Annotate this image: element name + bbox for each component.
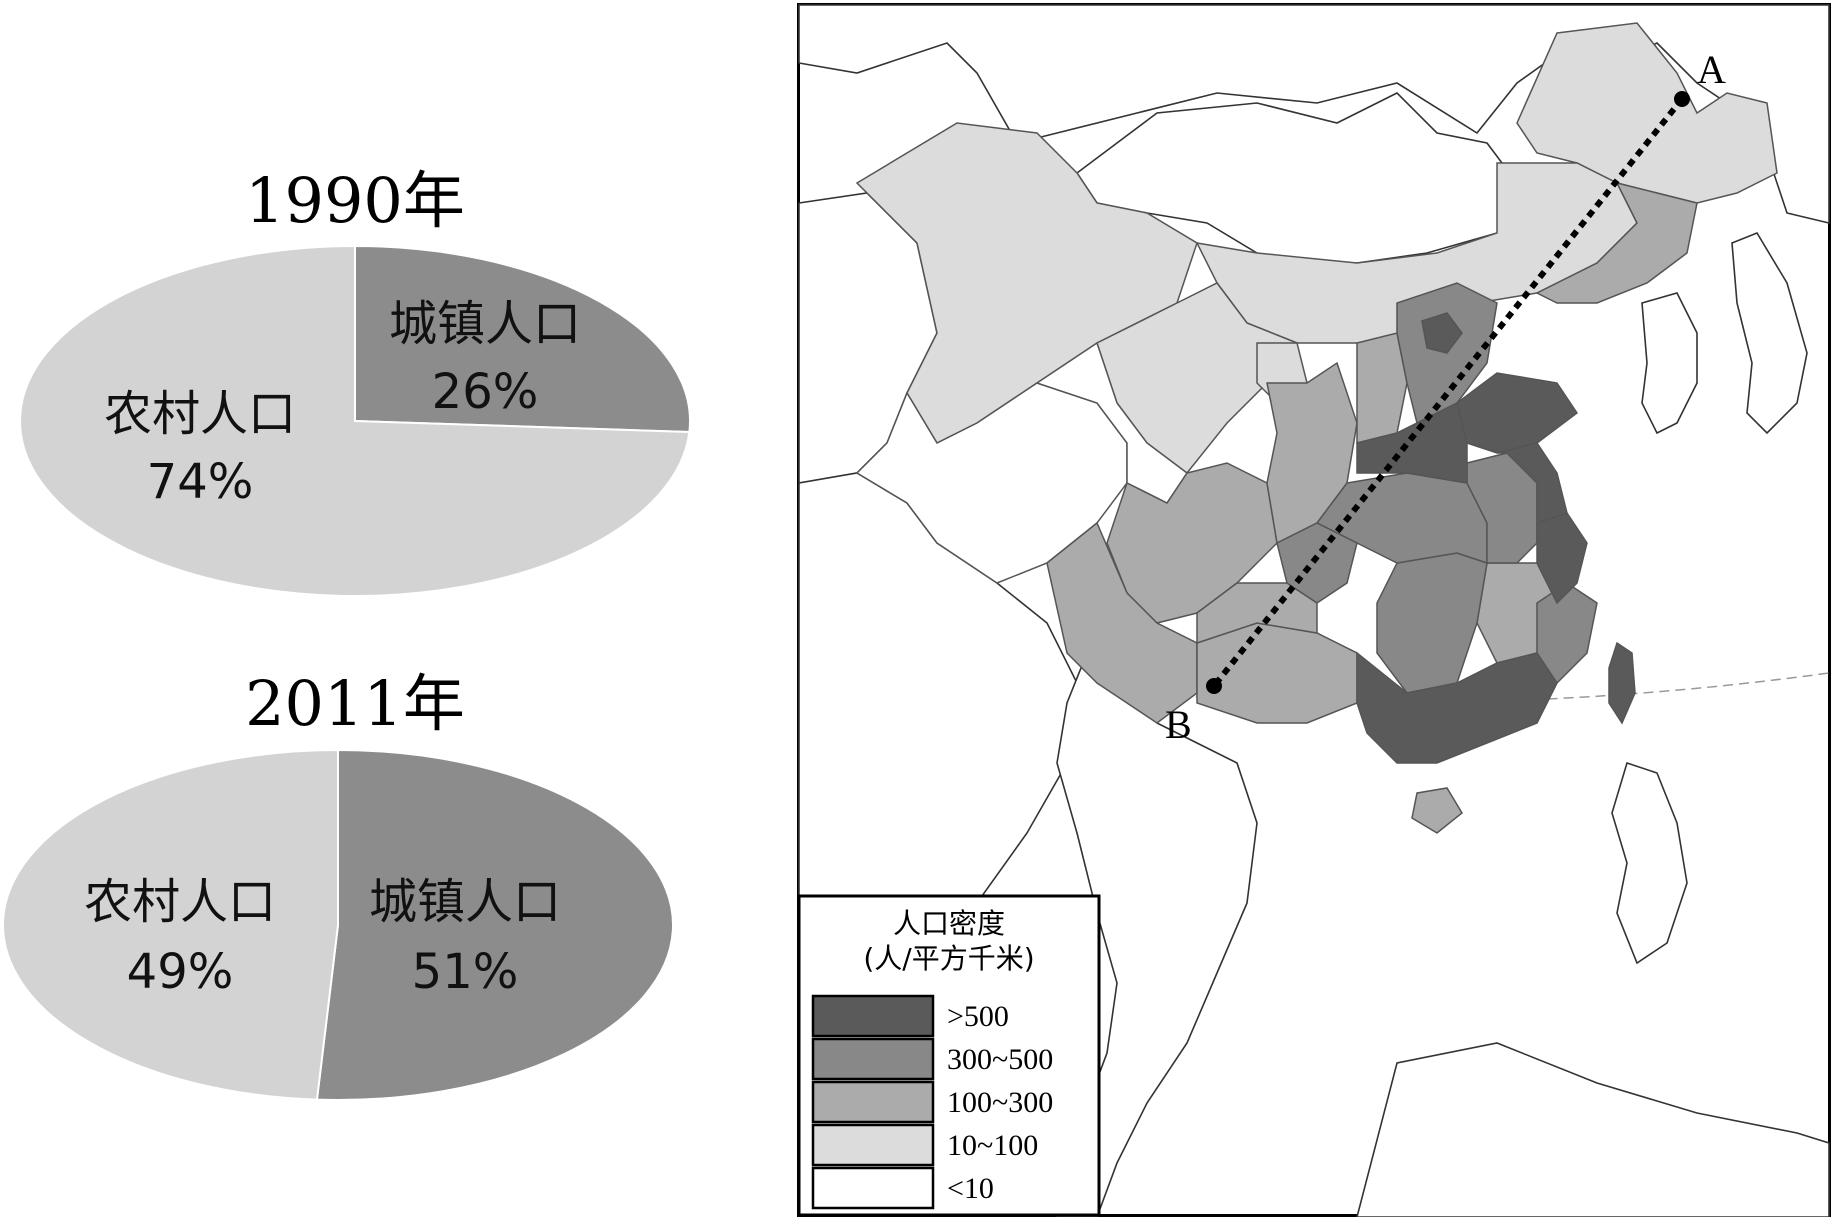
legend-label-3: 10~100 [947,1129,1038,1162]
province-taiwan [1608,641,1636,725]
pie-charts-panel: 1990年 城镇人口 26% 农村人口 74% 2011年 城镇人口 51% 农… [2,164,691,1101]
map-legend: 人口密度 (人/平方千米) >500 300~500 100~300 10~100 <1… [797,894,1101,1217]
province-guangdong [1356,651,1558,764]
legend-label-0: >500 [947,1000,1009,1033]
province-jilin-liaoning [1535,181,1698,304]
pie-value-urban-1990: 26% [432,364,539,420]
legend-label-2: 100~300 [947,1086,1053,1119]
population-density-map: A B 人口密度 (人/平方千米) >500 300~500 100~300 10~1… [797,3,1831,1217]
pie-title-1990: 1990年 [245,164,465,237]
province-beijing-tianjin [1421,312,1463,354]
legend-title: 人口密度 [893,907,1005,940]
pie-chart-1990: 1990年 城镇人口 26% 农村人口 74% [19,164,691,597]
pie-label-urban-1990: 城镇人口 [389,296,581,352]
neighbour-countries [798,4,1830,1217]
heihe-tengchong-line [1211,97,1685,688]
pie-label-rural-1990: 农村人口 [104,386,296,442]
point-b-marker [1206,678,1222,694]
province-guizhou [1196,582,1318,645]
point-a-marker [1674,91,1690,107]
legend-label-4: <10 [947,1172,994,1205]
province-shandong [1456,372,1579,454]
pie-slice-urban-2011 [315,748,675,1101]
legend-swatch-2 [811,1080,935,1124]
region-korea [1641,292,1698,435]
pie-title-2011: 2011年 [245,667,465,740]
province-chongqing [1276,522,1358,604]
province-zhejiang-shanghai [1536,512,1588,605]
pie-value-urban-2011: 51% [412,944,519,1000]
region-japan [1731,232,1808,435]
pie-slice-urban-1990 [354,244,691,434]
pie-label-rural-2011: 农村人口 [84,874,276,930]
pie-slice-rural-2011 [2,748,339,1101]
legend-swatch-0 [811,994,935,1038]
pie-value-rural-1990: 74% [147,454,254,510]
province-henan [1356,401,1468,484]
region-southeast-asia [1056,651,1258,1217]
pie-slice-rural-1990 [19,244,691,597]
province-heilongjiang [1516,22,1778,204]
legend-swatch-1 [811,1037,935,1081]
pie-label-urban-2011: 城镇人口 [369,874,561,930]
region-philippines [1611,761,1688,965]
pie-chart-2011: 2011年 城镇人口 51% 农村人口 49% [2,667,675,1101]
point-b-label: B [1165,702,1192,747]
legend-swatch-3 [811,1123,935,1167]
province-hainan [1411,787,1463,834]
china-provinces [855,22,1778,834]
legend-label-1: 300~500 [947,1043,1053,1076]
region-indonesia [1356,1042,1830,1217]
pie-value-rural-2011: 49% [127,944,234,1000]
legend-swatch-4 [811,1166,935,1210]
point-a-label: A [1697,47,1726,92]
legend-unit: (人/平方千米) [863,942,1034,975]
